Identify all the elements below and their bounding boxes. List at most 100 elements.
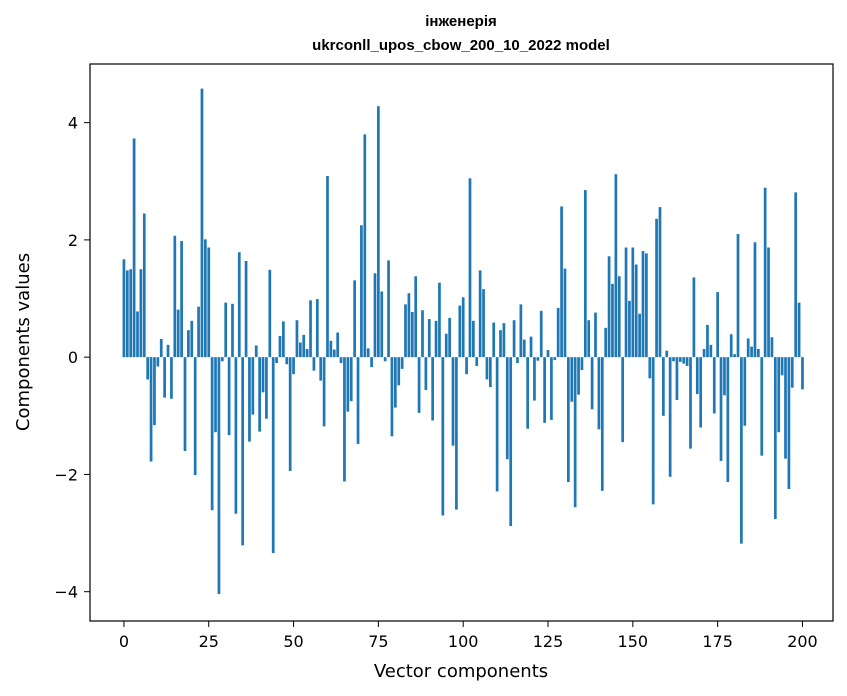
bar xyxy=(499,330,502,358)
x-axis-label: Vector components xyxy=(374,661,548,682)
bar xyxy=(349,357,353,402)
bar xyxy=(173,235,177,358)
bar xyxy=(180,241,183,358)
bar xyxy=(729,334,733,358)
bar xyxy=(526,357,530,429)
bar xyxy=(431,357,435,421)
bar xyxy=(170,357,173,399)
bar xyxy=(740,357,743,544)
bar xyxy=(495,357,499,492)
x-axis: 0 25 50 75 100 125 150 175 200 xyxy=(119,621,818,651)
bar xyxy=(285,357,289,365)
bar xyxy=(651,357,655,505)
bar xyxy=(573,357,577,508)
bar xyxy=(505,357,509,460)
bar xyxy=(607,256,611,358)
bar xyxy=(550,357,553,420)
bar xyxy=(295,320,299,358)
bar xyxy=(485,357,489,380)
y-tick-label: 2 xyxy=(68,231,78,250)
bar xyxy=(451,357,455,446)
bar xyxy=(492,322,496,358)
bar xyxy=(241,357,245,546)
bar xyxy=(675,357,679,400)
bar xyxy=(455,357,458,510)
x-tick-label: 125 xyxy=(533,632,564,651)
bar xyxy=(421,310,424,358)
bar xyxy=(322,357,326,427)
bar xyxy=(159,338,163,358)
bar xyxy=(509,357,513,527)
bar xyxy=(414,276,418,358)
bar xyxy=(621,357,625,443)
bar xyxy=(448,317,451,358)
bar xyxy=(142,213,146,358)
bar xyxy=(753,242,757,358)
x-tick-label: 75 xyxy=(368,632,388,651)
bar xyxy=(373,273,377,358)
bar xyxy=(533,357,536,401)
bar xyxy=(458,305,462,358)
bar xyxy=(519,304,523,358)
bar xyxy=(736,234,740,358)
bar xyxy=(356,357,360,444)
bar xyxy=(556,307,560,358)
bar xyxy=(129,269,133,358)
bar xyxy=(672,357,675,362)
bar xyxy=(197,306,200,358)
bar xyxy=(220,357,224,362)
bar xyxy=(193,357,197,476)
x-tick-label: 25 xyxy=(199,632,219,651)
bar xyxy=(404,304,407,358)
bar xyxy=(302,334,306,358)
bar xyxy=(567,357,570,483)
bar xyxy=(465,357,468,375)
bar xyxy=(617,276,621,358)
x-tick-label: 50 xyxy=(283,632,303,651)
bar xyxy=(614,174,618,358)
bar xyxy=(746,338,750,358)
bar xyxy=(231,303,234,358)
bar xyxy=(682,357,686,364)
bar xyxy=(417,357,421,413)
bar xyxy=(305,348,309,358)
bar xyxy=(529,336,533,358)
bar xyxy=(743,357,747,426)
bar xyxy=(125,270,129,358)
bar xyxy=(794,192,798,358)
bar xyxy=(360,225,363,358)
bar xyxy=(624,247,628,358)
bar xyxy=(258,357,261,432)
bar xyxy=(709,344,713,358)
bar xyxy=(611,283,614,358)
bar xyxy=(251,357,255,415)
bar xyxy=(587,320,591,358)
bar xyxy=(332,349,336,358)
bar xyxy=(723,357,726,396)
bar xyxy=(780,357,784,376)
bar xyxy=(312,357,316,371)
bar xyxy=(271,357,275,553)
bar xyxy=(265,357,268,419)
bar xyxy=(560,206,563,358)
bar xyxy=(773,357,777,519)
bar xyxy=(444,333,448,358)
bar xyxy=(770,337,774,358)
plot-frame xyxy=(89,63,834,622)
bar xyxy=(784,357,787,459)
bar xyxy=(390,357,394,437)
bar xyxy=(787,357,791,490)
bar xyxy=(278,336,282,358)
bar xyxy=(488,357,492,388)
bar xyxy=(336,332,340,358)
y-tick-label: 4 xyxy=(68,114,78,133)
bar xyxy=(393,357,397,408)
bar xyxy=(407,293,411,358)
x-tick-label: 0 xyxy=(119,632,129,651)
bar xyxy=(353,280,356,358)
bar xyxy=(594,312,597,358)
bar xyxy=(292,357,295,375)
bar xyxy=(397,357,401,386)
chart-title-line1: інженерія xyxy=(425,13,497,30)
